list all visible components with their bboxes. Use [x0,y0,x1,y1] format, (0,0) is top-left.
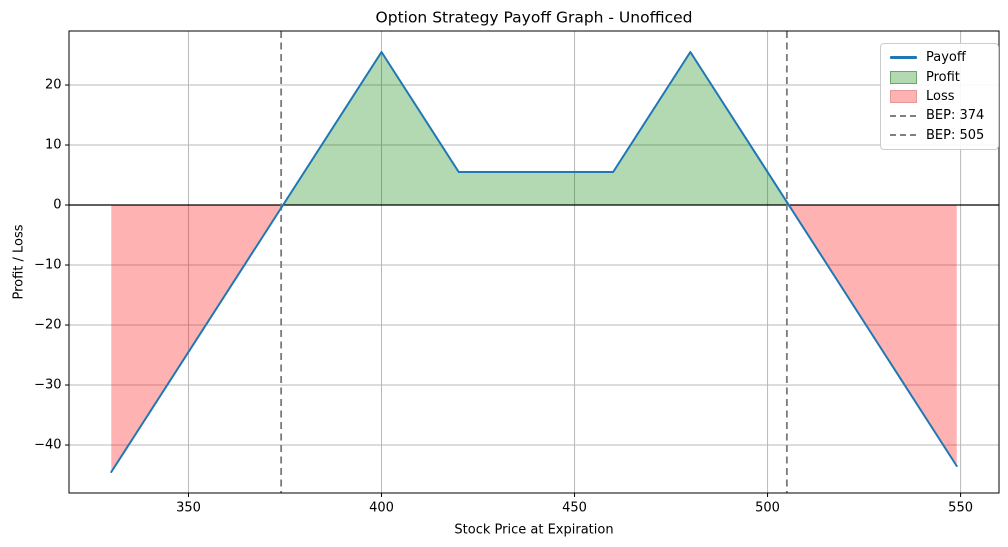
legend-label: Profit [926,69,960,85]
legend-item-bep-505: BEP: 505 [890,126,989,145]
legend-label: Payoff [926,50,966,66]
legend-item-loss: Loss [890,87,989,106]
x-tick-label: 350 [176,501,201,516]
x-tick-label: 550 [948,501,973,516]
y-tick-label: −20 [34,318,61,333]
legend-label: Loss [926,88,955,104]
fill-regions [111,52,957,472]
legend-patch-swatch [890,89,917,103]
chart-title: Option Strategy Payoff Graph - Unofficed [376,9,693,27]
legend-item-payoff: Payoff [890,48,989,67]
y-tick-label: 10 [45,138,62,153]
payoff-line-layer [110,51,958,473]
legend-dashed-line-swatch [890,114,917,117]
x-axis-label: Stock Price at Expiration [454,523,613,538]
legend-dashed-line-swatch [890,134,917,137]
reference-lines [69,31,999,493]
legend-patch-swatch [890,70,917,84]
gridlines [69,31,999,493]
y-tick-label: −30 [34,378,61,393]
plot-frame [68,30,1000,494]
axis-ticks: 350 400 450 500 550 20 10 0 −10 −20 −30 −40 [34,78,973,516]
legend-line-swatch [890,56,917,59]
legend-label: BEP: 374 [926,108,985,124]
payoff-line [110,51,958,473]
y-tick-label: 20 [45,78,62,93]
x-tick-label: 400 [369,501,394,516]
y-axis-label: Profit / Loss [12,224,27,299]
legend-label: BEP: 505 [926,127,985,143]
legend-item-profit: Profit [890,67,989,86]
legend-item-bep-374: BEP: 374 [890,106,989,125]
y-tick-label: 0 [53,198,61,213]
y-tick-label: −10 [34,258,61,273]
legend: Payoff Profit Loss BEP: 374 BEP: 505 [880,43,999,150]
y-tick-label: −40 [34,438,61,453]
plot-border [68,30,1000,494]
x-tick-label: 450 [562,501,587,516]
x-tick-label: 500 [755,501,780,516]
profit-fill-region [283,52,789,205]
